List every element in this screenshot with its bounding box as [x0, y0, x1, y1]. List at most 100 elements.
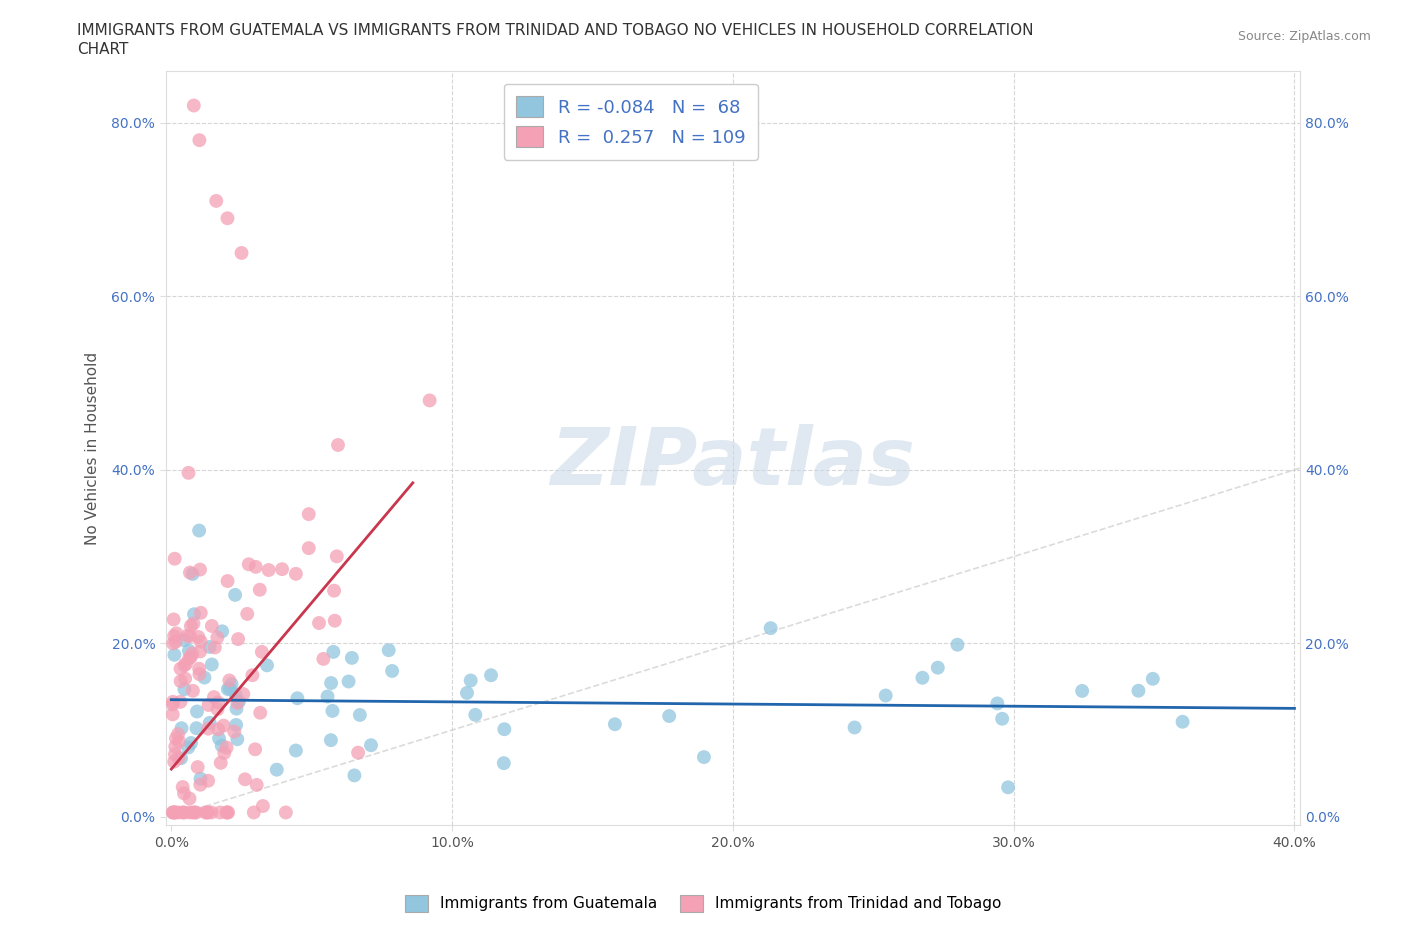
- Point: [217, 574, 239, 589]
- Point: [163, 629, 186, 644]
- Point: [319, 675, 342, 690]
- Text: IMMIGRANTS FROM GUATEMALA VS IMMIGRANTS FROM TRINIDAD AND TOBAGO NO VEHICLES IN : IMMIGRANTS FROM GUATEMALA VS IMMIGRANTS …: [77, 23, 1033, 38]
- Point: [225, 687, 247, 702]
- Point: [174, 657, 197, 671]
- Point: [188, 523, 211, 538]
- Point: [207, 722, 229, 737]
- Y-axis label: No Vehicles in Household: No Vehicles in Household: [86, 352, 100, 545]
- Point: [250, 644, 273, 659]
- Point: [218, 673, 240, 688]
- Point: [195, 805, 218, 820]
- Point: [215, 805, 238, 820]
- Point: [172, 805, 194, 820]
- Point: [274, 805, 297, 820]
- Point: [377, 643, 399, 658]
- Point: [759, 620, 782, 635]
- Point: [187, 630, 209, 644]
- Point: [464, 708, 486, 723]
- Point: [163, 754, 186, 769]
- Point: [165, 731, 187, 746]
- Point: [202, 690, 225, 705]
- Point: [381, 663, 404, 678]
- Point: [349, 708, 371, 723]
- Point: [193, 671, 215, 685]
- Point: [190, 605, 212, 620]
- Point: [316, 689, 339, 704]
- Point: [163, 747, 186, 762]
- Point: [360, 737, 382, 752]
- Point: [221, 677, 243, 692]
- Point: [188, 667, 211, 682]
- Point: [179, 805, 201, 820]
- Point: [201, 657, 224, 671]
- Point: [1142, 671, 1164, 686]
- Point: [184, 805, 207, 820]
- Point: [172, 779, 194, 794]
- Point: [165, 805, 187, 820]
- Point: [174, 671, 197, 686]
- Point: [218, 681, 240, 696]
- Point: [186, 704, 208, 719]
- Point: [169, 695, 191, 710]
- Point: [207, 630, 229, 644]
- Point: [180, 736, 202, 751]
- Point: [180, 650, 202, 665]
- Point: [298, 540, 321, 555]
- Point: [658, 709, 681, 724]
- Point: [323, 583, 346, 598]
- Point: [991, 711, 1014, 726]
- Point: [176, 628, 198, 643]
- Point: [197, 805, 219, 820]
- Point: [319, 733, 342, 748]
- Text: CHART: CHART: [77, 42, 129, 57]
- Point: [188, 133, 211, 148]
- Point: [212, 718, 235, 733]
- Point: [1171, 714, 1194, 729]
- Point: [693, 750, 716, 764]
- Point: [183, 616, 205, 631]
- Point: [217, 211, 239, 226]
- Point: [162, 707, 184, 722]
- Point: [167, 805, 190, 820]
- Point: [183, 606, 205, 621]
- Point: [188, 644, 211, 659]
- Point: [238, 557, 260, 572]
- Point: [340, 650, 363, 665]
- Point: [249, 582, 271, 597]
- Point: [180, 618, 202, 633]
- Point: [228, 694, 250, 709]
- Point: [226, 696, 249, 711]
- Point: [911, 671, 934, 685]
- Point: [179, 565, 201, 580]
- Point: [198, 715, 221, 730]
- Point: [479, 668, 502, 683]
- Point: [246, 777, 269, 792]
- Point: [173, 682, 195, 697]
- Point: [173, 632, 195, 647]
- Point: [233, 772, 256, 787]
- Point: [224, 724, 246, 739]
- Point: [997, 780, 1019, 795]
- Point: [214, 746, 236, 761]
- Point: [170, 751, 193, 765]
- Point: [844, 720, 866, 735]
- Point: [252, 799, 274, 814]
- Point: [207, 702, 229, 717]
- Point: [169, 673, 191, 688]
- Point: [181, 566, 204, 581]
- Point: [242, 668, 264, 683]
- Point: [456, 685, 478, 700]
- Point: [312, 651, 335, 666]
- Point: [243, 805, 266, 820]
- Point: [183, 98, 205, 113]
- Point: [284, 566, 307, 581]
- Point: [163, 551, 186, 566]
- Point: [188, 562, 211, 577]
- Point: [217, 682, 239, 697]
- Point: [197, 774, 219, 789]
- Point: [287, 691, 309, 706]
- Point: [165, 739, 187, 754]
- Text: Source: ZipAtlas.com: Source: ZipAtlas.com: [1237, 30, 1371, 43]
- Point: [162, 805, 184, 820]
- Point: [201, 618, 224, 633]
